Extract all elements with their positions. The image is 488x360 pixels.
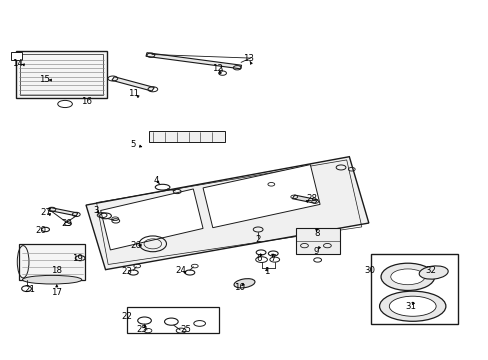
Text: 3: 3 bbox=[93, 206, 98, 215]
Text: 30: 30 bbox=[364, 266, 375, 275]
Text: 13: 13 bbox=[243, 54, 253, 63]
Ellipse shape bbox=[418, 266, 447, 279]
Text: 23: 23 bbox=[121, 267, 132, 276]
Text: 22: 22 bbox=[121, 312, 132, 321]
Text: 18: 18 bbox=[51, 266, 62, 275]
Text: 14: 14 bbox=[12, 59, 23, 68]
Text: 11: 11 bbox=[127, 89, 139, 98]
Ellipse shape bbox=[380, 263, 434, 291]
Text: 28: 28 bbox=[305, 194, 317, 203]
Text: 29: 29 bbox=[61, 219, 72, 228]
Text: 17: 17 bbox=[51, 288, 62, 297]
Bar bbox=[20, 54, 102, 95]
Ellipse shape bbox=[390, 269, 424, 285]
Bar bbox=[11, 52, 22, 60]
Text: 4: 4 bbox=[154, 176, 159, 185]
Polygon shape bbox=[101, 189, 203, 250]
Text: 7: 7 bbox=[269, 255, 275, 264]
Bar bbox=[370, 254, 457, 324]
Polygon shape bbox=[86, 157, 368, 270]
Polygon shape bbox=[112, 77, 154, 91]
Ellipse shape bbox=[379, 291, 445, 321]
Text: 24: 24 bbox=[175, 266, 186, 275]
Polygon shape bbox=[292, 195, 317, 203]
Polygon shape bbox=[203, 165, 320, 228]
Text: 6: 6 bbox=[256, 255, 262, 264]
Ellipse shape bbox=[388, 296, 435, 316]
Text: 9: 9 bbox=[313, 247, 319, 256]
Text: 5: 5 bbox=[130, 140, 136, 149]
Text: 26: 26 bbox=[130, 241, 142, 250]
Text: 32: 32 bbox=[425, 266, 435, 275]
Text: 21: 21 bbox=[24, 285, 35, 294]
Ellipse shape bbox=[234, 279, 254, 288]
Bar bbox=[127, 307, 219, 333]
Text: 16: 16 bbox=[81, 96, 91, 105]
Bar bbox=[149, 131, 224, 142]
Text: 2: 2 bbox=[255, 235, 261, 244]
Text: 25: 25 bbox=[136, 325, 147, 334]
Text: 1: 1 bbox=[263, 267, 268, 276]
Ellipse shape bbox=[22, 275, 81, 284]
Text: 19: 19 bbox=[72, 255, 83, 264]
Text: 25: 25 bbox=[180, 325, 191, 334]
Text: 8: 8 bbox=[313, 229, 319, 238]
Text: 20: 20 bbox=[35, 226, 46, 235]
Bar bbox=[19, 244, 85, 280]
Text: 27: 27 bbox=[40, 208, 51, 217]
Bar bbox=[295, 228, 339, 253]
Text: 12: 12 bbox=[212, 64, 223, 73]
Text: 10: 10 bbox=[234, 283, 244, 292]
Text: 31: 31 bbox=[405, 302, 416, 311]
Polygon shape bbox=[49, 208, 78, 216]
Text: 15: 15 bbox=[39, 75, 50, 84]
Polygon shape bbox=[146, 53, 241, 69]
Bar bbox=[16, 51, 106, 98]
